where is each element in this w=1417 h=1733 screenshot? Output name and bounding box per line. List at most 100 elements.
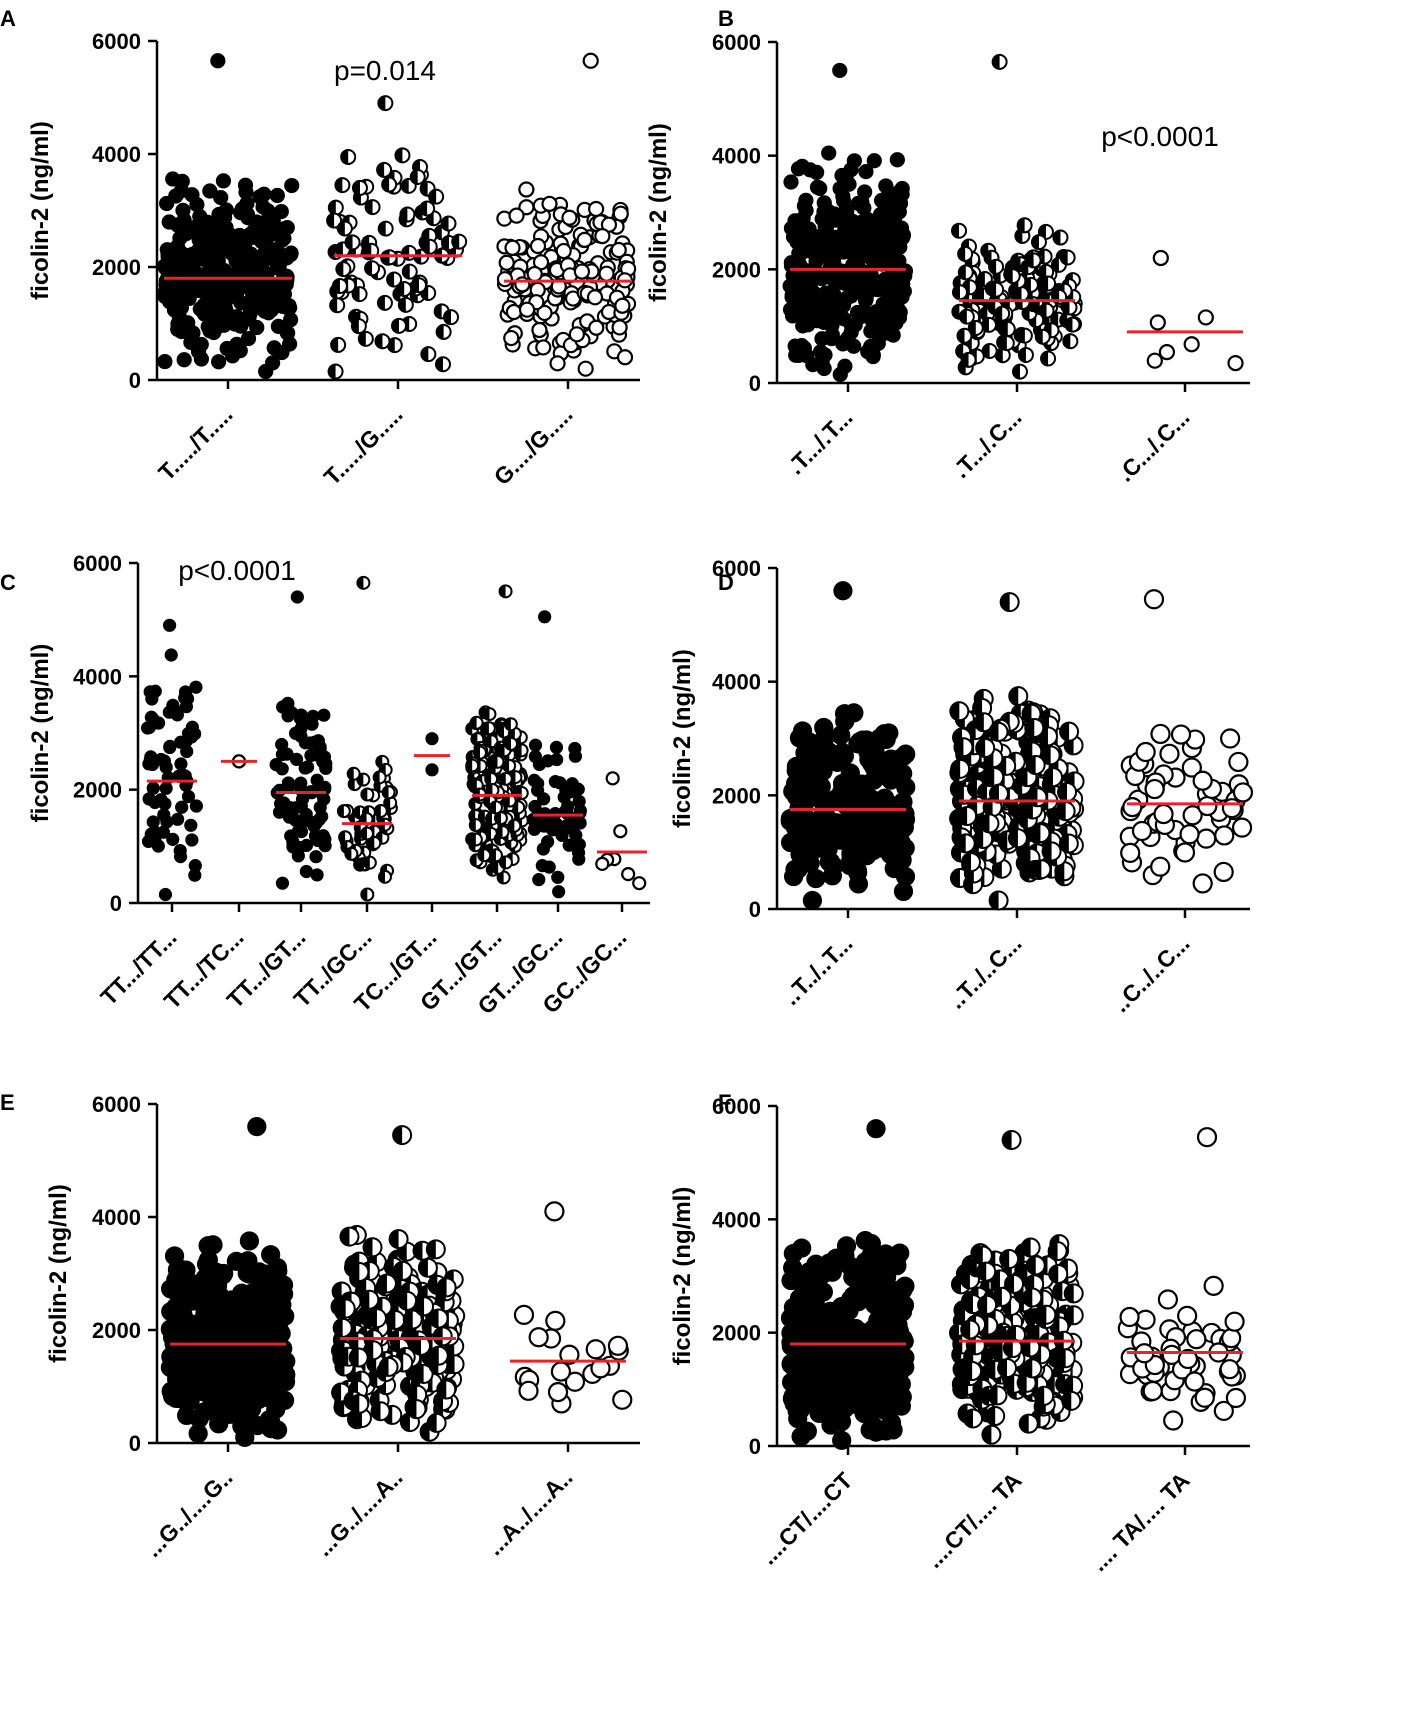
data-point: [572, 852, 586, 866]
data-point: [281, 336, 298, 352]
x-tick-label: ...A../....A..: [481, 1464, 577, 1560]
data-point: [518, 1380, 539, 1401]
y-axis-label: ficolin-2 (ng/ml): [45, 1184, 72, 1363]
data-point: [1157, 1289, 1178, 1310]
data-point: [386, 271, 403, 288]
data-point: [210, 253, 226, 269]
data-point: [798, 1288, 818, 1308]
data-point: [1197, 309, 1214, 326]
data-point: [1031, 859, 1052, 880]
data-point: [838, 202, 854, 218]
data-point: [981, 1424, 1002, 1445]
data-point: [794, 228, 810, 244]
data-point: [349, 1262, 370, 1283]
data-point: [336, 220, 353, 237]
data-point: [1016, 327, 1033, 344]
data-point: [1149, 314, 1166, 331]
data-point: [883, 819, 903, 839]
data-point: [852, 774, 872, 794]
data-point: [998, 335, 1015, 352]
data-point: [171, 812, 185, 826]
x-tick-label: .T.../.C...: [948, 404, 1027, 483]
data-point: [988, 281, 1005, 298]
data-point: [551, 870, 565, 884]
data-point: [360, 826, 375, 841]
data-point: [1040, 275, 1057, 292]
data-point: [612, 205, 629, 222]
x-tick-label: .... TA/.... TA: [1085, 1467, 1194, 1576]
data-point: [351, 286, 368, 303]
y-axis-label: ficolin-2 (ng/ml): [669, 1187, 696, 1366]
data-point: [267, 1420, 288, 1440]
data-point: [866, 1119, 886, 1139]
data-point: [598, 265, 615, 282]
data-point: [193, 351, 209, 367]
data-point: [288, 726, 303, 740]
data-point: [1004, 1273, 1025, 1294]
data-point: [396, 281, 413, 298]
group-3: ...A../....A..: [481, 1201, 633, 1560]
data-point: [428, 1345, 449, 1366]
data-point: [254, 260, 270, 277]
x-tick-label: ..T../..T...: [778, 930, 858, 1010]
y-tick-label: 2000: [73, 778, 122, 803]
y-tick-label: 4000: [712, 1207, 761, 1232]
data-point: [1232, 782, 1254, 803]
x-tick-label: .T.../.T...: [782, 404, 857, 479]
data-point: [550, 1361, 572, 1382]
data-point: [239, 1231, 260, 1251]
data-point: [549, 740, 564, 755]
data-point: [826, 287, 842, 303]
data-point: [165, 1276, 185, 1296]
data-point: [226, 1251, 247, 1271]
data-point: [183, 334, 199, 350]
data-point: [979, 813, 1000, 834]
data-point: [377, 869, 392, 884]
data-point: [165, 171, 181, 187]
data-point: [981, 342, 998, 359]
data-point: [1227, 355, 1244, 372]
data-point: [376, 161, 393, 178]
data-point: [988, 258, 1005, 275]
data-point: [531, 321, 548, 339]
data-point: [985, 1406, 1006, 1427]
data-point: [196, 1345, 216, 1365]
data-point: [841, 827, 861, 847]
data-point: [211, 206, 227, 223]
data-point: [436, 1277, 457, 1298]
data-point: [399, 206, 416, 223]
data-point: [595, 856, 610, 872]
data-point: [821, 145, 837, 161]
data-point: [577, 360, 594, 377]
group-1: .T.../.T...: [782, 62, 914, 479]
data-point: [960, 852, 981, 873]
group-2: .T.../.C...: [948, 53, 1083, 483]
data-point: [232, 1283, 252, 1303]
data-point: [1184, 1371, 1205, 1392]
group-2: T...../G.....: [319, 95, 468, 490]
group-3: G..../G.....: [489, 52, 637, 490]
data-point: [1228, 751, 1249, 773]
data-point: [246, 229, 262, 245]
data-point: [360, 787, 375, 802]
data-point: [988, 721, 1009, 742]
data-point: [809, 164, 825, 180]
data-point: [420, 346, 437, 363]
data-point: [436, 1379, 457, 1400]
y-tick-label: 0: [749, 371, 761, 396]
data-point: [1143, 589, 1165, 610]
data-point: [299, 807, 313, 821]
data-point: [806, 244, 822, 260]
data-point: [1174, 842, 1196, 863]
data-point: [362, 1237, 383, 1258]
data-point: [392, 1260, 413, 1281]
x-tick-label: ....CT/....CT: [755, 1467, 857, 1569]
data-point: [240, 210, 256, 226]
data-point: [286, 840, 300, 854]
data-point: [1055, 801, 1076, 822]
data-point: [862, 753, 882, 774]
data-point: [963, 1408, 984, 1429]
data-point: [957, 806, 978, 827]
data-point: [852, 730, 873, 750]
data-point: [984, 767, 1005, 788]
